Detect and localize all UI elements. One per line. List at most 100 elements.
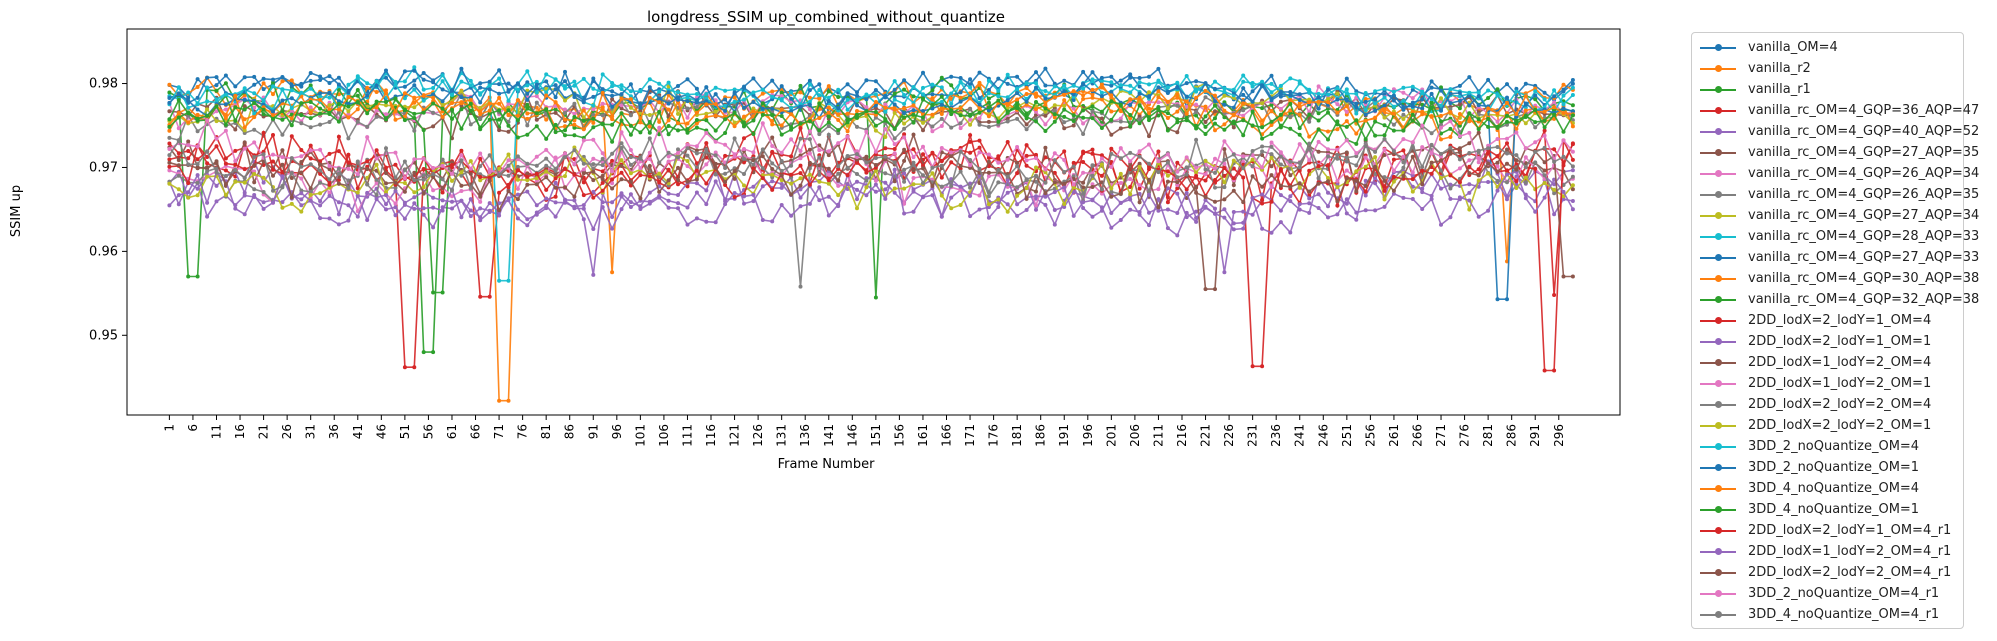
data-point: [205, 107, 210, 112]
data-point: [374, 83, 379, 88]
data-point: [553, 122, 558, 127]
x-tick-label: 146: [845, 424, 859, 447]
data-point: [628, 97, 633, 102]
data-point: [327, 74, 332, 79]
data-point: [1429, 160, 1434, 165]
data-point: [1542, 125, 1547, 130]
data-point: [892, 151, 897, 156]
data-point: [1373, 97, 1378, 102]
data-point: [1260, 364, 1265, 369]
data-point: [327, 120, 332, 124]
data-point: [958, 203, 963, 207]
data-point: [1410, 189, 1415, 194]
legend-swatch: [1700, 527, 1736, 534]
data-point: [1495, 145, 1500, 149]
data-point: [826, 178, 831, 183]
data-point: [666, 124, 671, 128]
data-point: [647, 95, 652, 100]
legend-label: 3DD_2_noQuantize_OM=4: [1748, 439, 1920, 454]
data-point: [299, 121, 304, 126]
data-point: [1570, 78, 1575, 82]
data-point: [280, 132, 285, 137]
data-point: [308, 86, 313, 91]
data-point: [242, 180, 247, 185]
data-point: [327, 90, 332, 95]
data-point: [1382, 107, 1387, 112]
data-point: [939, 175, 944, 180]
data-point: [742, 120, 746, 125]
data-point: [676, 206, 680, 211]
data-point: [233, 93, 238, 98]
data-point: [563, 124, 567, 129]
data-point: [939, 193, 944, 198]
data-point: [770, 167, 775, 171]
legend-entry: 2DD_lodX=1_lodY=2_OM=4: [1692, 352, 1963, 373]
legend-swatch: [1700, 548, 1736, 555]
x-tick-label: 66: [469, 424, 483, 439]
data-point: [1354, 178, 1359, 183]
data-point: [252, 187, 257, 192]
data-point: [205, 200, 210, 205]
data-point: [468, 171, 473, 176]
data-point: [515, 168, 520, 173]
data-point: [242, 212, 247, 217]
data-point: [289, 96, 294, 101]
data-point: [1034, 189, 1038, 194]
data-point: [1354, 131, 1359, 136]
data-point: [713, 128, 718, 133]
data-point: [214, 119, 219, 124]
data-point: [610, 97, 615, 102]
data-point: [591, 120, 596, 125]
data-point: [1024, 122, 1029, 127]
data-point: [318, 122, 323, 127]
data-point: [892, 186, 897, 191]
data-point: [779, 182, 784, 186]
data-point: [487, 101, 492, 106]
data-point: [1486, 180, 1491, 184]
data-point: [1090, 92, 1095, 97]
data-point: [506, 198, 511, 203]
data-point: [1043, 122, 1048, 127]
data-point: [1222, 127, 1227, 132]
data-point: [1165, 160, 1170, 165]
data-point: [1467, 111, 1472, 116]
data-point: [921, 181, 925, 185]
data-point: [779, 98, 784, 103]
data-point: [1250, 174, 1255, 179]
data-point: [1231, 210, 1236, 214]
data-point: [1175, 109, 1180, 114]
data-point: [855, 187, 859, 192]
data-point: [770, 161, 775, 166]
data-point: [817, 148, 822, 153]
y-axis-label: SSIM up: [9, 185, 24, 237]
data-point: [308, 148, 313, 153]
data-point: [1128, 97, 1133, 102]
data-point: [1542, 145, 1547, 150]
data-point: [1034, 100, 1038, 104]
data-point: [817, 116, 822, 120]
data-point: [968, 185, 973, 190]
data-point: [1269, 164, 1274, 169]
data-point: [1260, 201, 1265, 206]
data-point: [1476, 173, 1481, 178]
data-point: [289, 83, 294, 88]
data-point: [610, 186, 615, 191]
data-point: [1552, 293, 1557, 297]
data-point: [440, 190, 445, 195]
data-point: [214, 136, 219, 141]
data-point: [1137, 117, 1142, 122]
data-point: [911, 120, 916, 125]
data-point: [327, 81, 332, 85]
data-point: [666, 191, 671, 196]
data-point: [355, 119, 360, 124]
data-point: [1467, 141, 1472, 146]
data-point: [167, 164, 172, 169]
data-point: [421, 167, 426, 172]
data-point: [977, 166, 982, 171]
legend-swatch: [1700, 65, 1736, 72]
data-point: [939, 106, 944, 111]
data-point: [525, 69, 530, 74]
data-point: [751, 150, 756, 155]
data-point: [1071, 164, 1076, 169]
data-point: [1570, 168, 1575, 173]
